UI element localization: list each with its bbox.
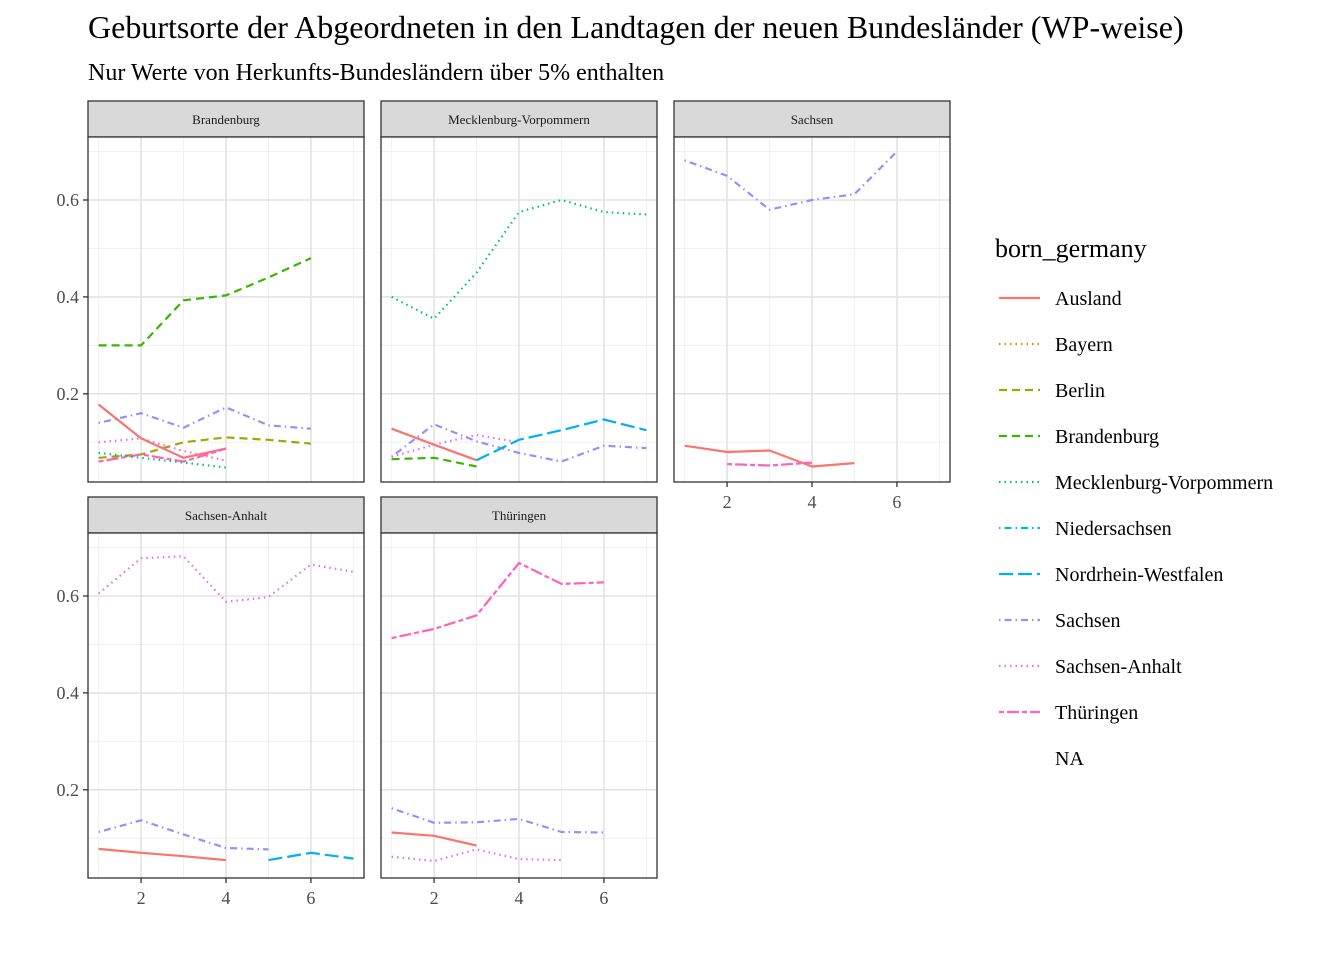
series-line-ausland <box>97 403 227 459</box>
facet-strip-label: Thüringen <box>492 508 547 523</box>
x-tick-label: 4 <box>515 888 524 908</box>
series-line-berlin <box>98 436 312 459</box>
legend-item-thueringen: Thüringen <box>999 702 1138 724</box>
facet-strip-label: Sachsen <box>791 112 834 127</box>
legend-item-bayern: Bayern <box>999 334 1113 356</box>
y-tick-label: 0.4 <box>57 683 80 703</box>
legend-label: Thüringen <box>1055 702 1138 724</box>
x-tick-label: 6 <box>306 888 315 908</box>
facet-panel-sachsen-anhalt: Sachsen-Anhalt 0.2 0.4 0.6 2 4 6 <box>57 496 365 908</box>
facet-strip <box>380 100 658 138</box>
series-line-thueringen <box>391 561 604 640</box>
series-line-ausland <box>98 847 227 862</box>
series-line-thueringen <box>98 447 227 463</box>
legend-title: born_germany <box>995 234 1147 263</box>
facet-strip-label: Sachsen-Anhalt <box>185 508 268 523</box>
series-line-sachsen <box>390 423 647 463</box>
legend-item-ausland: Ausland <box>999 288 1122 310</box>
legend-item-brandenburg: Brandenburg <box>999 426 1159 448</box>
series-line-brandenburg <box>98 257 312 347</box>
facets: Brandenburg 0.2 0.4 0.6 Mecklenburg-Vorpomme… <box>57 100 951 908</box>
series-line-sachsen <box>391 807 604 834</box>
facet-strip-label: Mecklenburg-Vorpommern <box>448 112 590 127</box>
panel-border <box>380 136 658 483</box>
facet-panel-sachsen: Sachsen 2 4 6 <box>673 100 951 512</box>
facet-strip <box>87 496 365 534</box>
series-line-brandenburg <box>391 456 477 468</box>
series-line-ausland <box>391 831 477 847</box>
facet-panel-brandenburg: Brandenburg 0.2 0.4 0.6 <box>57 100 365 483</box>
panel-border <box>87 136 365 483</box>
facet-strip <box>87 100 365 138</box>
legend-item-mecklenburg-vorpommern: Mecklenburg-Vorpommern <box>999 472 1273 494</box>
series-line-nordrhein-westfalen <box>476 418 647 462</box>
series-line-sachsen <box>98 406 311 430</box>
x-tick-label: 4 <box>222 888 231 908</box>
series-line-ausland <box>684 444 855 468</box>
x-tick-label: 6 <box>599 888 608 908</box>
x-tick-label: 2 <box>430 888 439 908</box>
legend-item-niedersachsen: Niedersachsen <box>999 518 1172 540</box>
x-tick-label: 2 <box>137 888 146 908</box>
facet-panel-mecklenburg-vorpommern: Mecklenburg-Vorpommern <box>380 100 658 483</box>
series-line-sachsen-anhalt <box>391 433 520 458</box>
legend-label: Bayern <box>1055 334 1113 356</box>
legend-label: Sachsen-Anhalt <box>1055 656 1182 678</box>
legend: born_germany Ausland Bayern Berlin Brandenbu… <box>995 234 1273 770</box>
legend-label: Sachsen <box>1055 610 1121 632</box>
legend-label: NA <box>1055 748 1084 770</box>
series-line-ausland <box>391 427 477 462</box>
legend-label: Ausland <box>1055 288 1122 310</box>
chart-subtitle: Nur Werte von Herkunfts-Bundesländern üb… <box>88 60 664 86</box>
x-tick-label: 4 <box>808 492 817 512</box>
x-tick-label: 6 <box>892 492 901 512</box>
y-tick-label: 0.2 <box>57 780 80 800</box>
legend-label: Mecklenburg-Vorpommern <box>1055 472 1273 494</box>
facet-strip <box>380 496 658 534</box>
y-tick-label: 0.6 <box>57 586 80 606</box>
y-tick-label: 0.4 <box>57 287 80 307</box>
legend-item-na: NA <box>1055 748 1084 770</box>
series-line-thueringen <box>727 461 813 467</box>
series-line-sachsen-anhalt <box>391 848 562 863</box>
facet-strip <box>673 100 951 138</box>
legend-label: Nordrhein-Westfalen <box>1055 564 1223 586</box>
legend-label: Niedersachsen <box>1055 518 1172 540</box>
series-line-sachsen <box>98 819 269 851</box>
series-line-sachsen <box>684 150 898 211</box>
y-tick-label: 0.6 <box>57 190 80 210</box>
chart-title: Geburtsorte der Abgeordneten in den Land… <box>88 9 1184 45</box>
x-tick-label: 2 <box>723 492 732 512</box>
legend-item-nordrhein-westfalen: Nordrhein-Westfalen <box>999 564 1223 586</box>
series-line-nordrhein-westfalen <box>268 851 354 862</box>
facet-strip-label: Brandenburg <box>192 112 260 127</box>
series-line-sachsen-anhalt <box>97 555 354 603</box>
legend-item-sachsen-anhalt: Sachsen-Anhalt <box>999 656 1182 678</box>
facet-panel-thueringen: Thüringen 2 4 6 <box>380 496 658 908</box>
legend-item-berlin: Berlin <box>999 380 1105 402</box>
legend-label: Brandenburg <box>1055 426 1159 448</box>
legend-label: Berlin <box>1055 380 1105 402</box>
legend-item-sachsen: Sachsen <box>999 610 1121 632</box>
y-tick-label: 0.2 <box>57 384 80 404</box>
